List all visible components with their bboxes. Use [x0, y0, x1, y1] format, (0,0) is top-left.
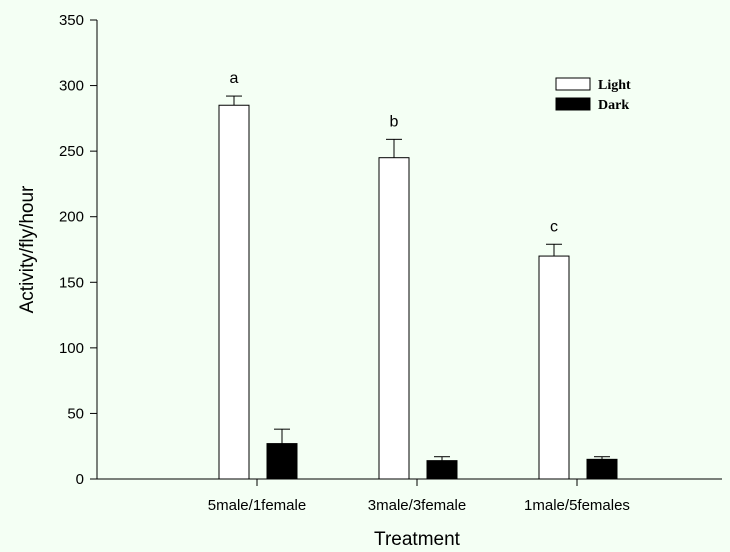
y-tick-label: 200 [59, 209, 84, 226]
legend-swatch-light [555, 77, 591, 91]
bar-light [538, 255, 570, 480]
x-tick-label: 1male/5females [524, 497, 630, 514]
bar-dark [426, 460, 458, 480]
y-tick-label: 150 [59, 274, 84, 291]
legend-label: Dark [598, 98, 629, 113]
legend-label: Light [598, 78, 631, 93]
y-axis-title: Activity/fly/hour [17, 185, 38, 313]
significance-letter: c [550, 218, 558, 235]
significance-letter: b [390, 113, 399, 130]
y-tick-label: 100 [59, 340, 84, 357]
y-tick-label: 350 [59, 12, 84, 29]
y-tick-label: 300 [59, 78, 84, 95]
x-axis-title: Treatment [374, 529, 461, 550]
bar-light [378, 157, 410, 480]
bars: a b c [218, 70, 618, 480]
bar-dark [266, 443, 298, 480]
bar-light [218, 104, 250, 480]
legend: Light Dark [555, 77, 631, 113]
legend-swatch-dark [555, 97, 591, 111]
x-tick-label: 3male/3female [368, 497, 466, 514]
x-tick-label: 5male/1female [208, 497, 306, 514]
axes: 0 50 100 150 200 250 300 350 5male/1female 3male/… [59, 12, 722, 514]
y-tick-label: 50 [67, 405, 84, 422]
significance-letter: a [230, 70, 239, 87]
bar-dark [586, 458, 618, 480]
y-tick-label: 0 [76, 471, 84, 488]
y-tick-label: 250 [59, 143, 84, 160]
